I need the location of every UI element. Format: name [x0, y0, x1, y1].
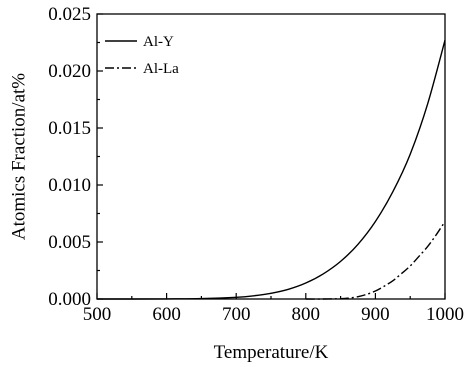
x-axis-title: Temperature/K — [214, 342, 329, 363]
series-line-al-y — [96, 40, 446, 300]
x-tick-label: 500 — [83, 304, 112, 325]
legend: Al-Y Al-La — [105, 34, 179, 77]
y-axis-title: Atomics Fraction/at% — [8, 73, 29, 240]
plot-area — [96, 13, 446, 300]
y-tick-label: 0.015 — [48, 118, 91, 139]
x-tick-label: 900 — [361, 304, 390, 325]
series-layer — [96, 40, 446, 300]
x-axis-ticks: 500 600 700 800 900 1000 — [83, 293, 464, 325]
plot-frame — [96, 13, 446, 300]
x-tick-label: 600 — [152, 304, 181, 325]
y-tick-label: 0.025 — [48, 4, 91, 25]
y-tick-label: 0.010 — [48, 175, 91, 196]
y-tick-label: 0.020 — [48, 61, 91, 82]
legend-label: Al-La — [143, 61, 179, 77]
x-tick-label: 800 — [292, 304, 321, 325]
y-tick-label: 0.005 — [48, 232, 91, 253]
x-tick-label: 700 — [222, 304, 251, 325]
x-tick-label: 1000 — [426, 304, 464, 325]
y-tick-label: 0.000 — [48, 289, 91, 310]
legend-label: Al-Y — [143, 34, 174, 50]
series-line-al-la — [305, 221, 446, 300]
y-axis-ticks: 0.000 0.005 0.010 0.015 0.020 0.025 — [48, 4, 103, 310]
